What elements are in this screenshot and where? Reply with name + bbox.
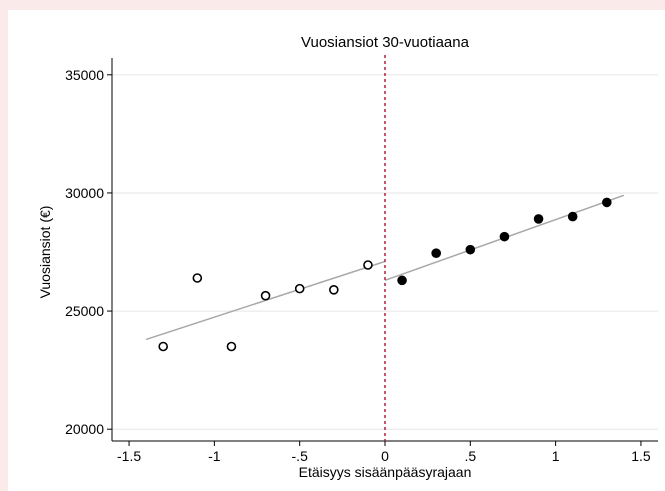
hollow-point xyxy=(329,284,339,295)
y-tick-label: 20000 xyxy=(65,421,104,437)
hollow-point xyxy=(192,273,203,283)
hollow-point xyxy=(158,341,168,352)
filled-point xyxy=(533,214,544,224)
x-axis-title: Etäisyys sisäänpääsyrajaan xyxy=(299,464,472,480)
x-tick-label: .5 xyxy=(464,448,476,464)
y-tick-label: 35000 xyxy=(65,67,104,83)
hollow-point xyxy=(363,260,373,270)
x-tick-label: -1.5 xyxy=(117,448,141,464)
hollow-point xyxy=(226,341,237,352)
data-points xyxy=(158,197,612,352)
hollow-point xyxy=(260,290,271,301)
chart-panel: Vuosiansiot 30-vuotiaana 20000 25000 30000… xyxy=(8,10,665,491)
hollow-point xyxy=(294,283,305,294)
chart-title: Vuosiansiot 30-vuotiaana xyxy=(301,34,470,51)
scatter-chart: Vuosiansiot 30-vuotiaana 20000 25000 30000… xyxy=(37,34,658,480)
filled-point xyxy=(397,275,407,286)
y-tick-label: 30000 xyxy=(65,185,104,201)
y-tick-label: 25000 xyxy=(65,303,104,319)
filled-point xyxy=(567,211,578,222)
filled-point xyxy=(431,248,441,258)
x-tick-label: 1 xyxy=(552,448,560,464)
x-tick-label: 1.5 xyxy=(631,448,651,464)
filled-point xyxy=(602,197,612,208)
x-tick-label: 0 xyxy=(381,448,389,464)
filled-point xyxy=(465,244,476,255)
y-axis-title: Vuosiansiot (€) xyxy=(37,206,53,299)
axes: 20000 25000 30000 35000 -1.5 -1 -.5 0 .5 1 1.5 xyxy=(65,58,658,464)
x-tick-label: -.5 xyxy=(292,448,309,464)
x-tick-label: -1 xyxy=(208,448,221,464)
filled-point xyxy=(499,231,510,242)
